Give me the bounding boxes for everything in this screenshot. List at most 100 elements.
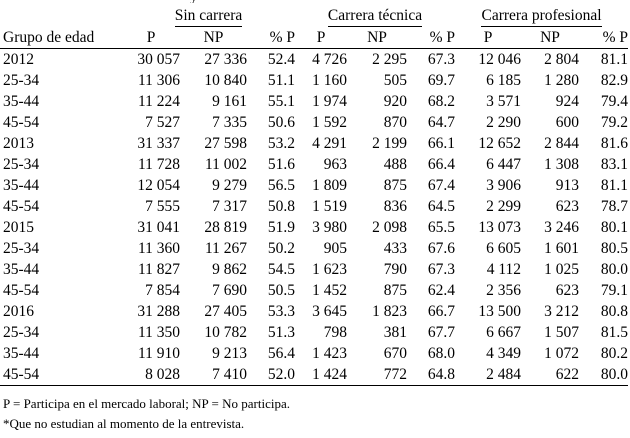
table-cell: 1 072 (544, 345, 580, 362)
table-cell: 11 910 (137, 345, 180, 362)
table-cell: 2 804 (544, 51, 580, 68)
table-cell: 905 (323, 240, 348, 257)
table-cell: 80.0 (579, 364, 629, 386)
table-cell: 7 335 (212, 114, 247, 131)
table-cell: 62.4 (427, 282, 456, 299)
table-cell: 2 356 (486, 282, 522, 299)
group-carrera-profesional: Carrera profesional (455, 5, 628, 27)
table-cell: 65.5 (427, 219, 456, 236)
table-cell: 3 212 (544, 303, 580, 320)
table-cell: 9 862 (212, 261, 247, 278)
table-cell: 4 112 (486, 261, 522, 278)
row-label: 2012 (3, 51, 34, 68)
table-cell: 670 (383, 345, 408, 362)
table-cell: 67.3 (427, 261, 456, 278)
table-cell: 31 041 (137, 219, 180, 236)
table-notes: P = Participa en el mercado laboral; NP … (3, 394, 290, 434)
table-cell: 9 161 (212, 93, 247, 110)
table-cell: 1 423 (312, 345, 348, 362)
table-cell: 13 073 (478, 219, 522, 236)
table-cell: 836 (383, 198, 408, 215)
table-cell: 4 349 (486, 345, 522, 362)
table-cell: 6 185 (486, 72, 522, 89)
table-cell: 66.7 (427, 303, 456, 320)
table-cell: 68.2 (427, 93, 456, 110)
table-cell: 600 (555, 114, 580, 131)
table-cell: 920 (383, 93, 408, 110)
table-cell: 790 (383, 261, 408, 278)
table-row: 25-34 11 350 10 782 51.3 798 381 67.7 6 667 1 50… (0, 322, 628, 343)
row-label: 2013 (3, 135, 34, 152)
table-cell: 50.8 (267, 198, 296, 215)
header-np: NP (521, 27, 580, 49)
table-cell: 79.1 (600, 282, 629, 299)
header-p: P (295, 27, 348, 49)
note-footnote: *Que no estudian al momento de la entrev… (3, 416, 245, 431)
table-cell: 79.2 (600, 114, 629, 131)
table-cell: 772 (347, 364, 408, 386)
table-cell: 913 (555, 177, 580, 194)
table-cell: 31 288 (137, 303, 180, 320)
table-cell: 6 667 (486, 324, 522, 341)
table-cell: 51.1 (267, 72, 296, 89)
table-cell: 2 484 (455, 364, 522, 386)
table-cell: 53.3 (267, 303, 296, 320)
row-label: 2016 (3, 303, 34, 320)
table-cell: 11 827 (137, 261, 180, 278)
table-cell: 7 410 (180, 364, 247, 386)
table-cell: 9 279 (212, 177, 247, 194)
table-row: 35-44 11 827 9 862 54.5 1 623 790 67.3 4 112 1 0… (0, 259, 628, 280)
table-cell: 50.6 (267, 114, 296, 131)
row-label: 35-44 (3, 261, 40, 278)
table-cell: 67.6 (427, 240, 456, 257)
group-header-row: Sin carrera Carrera técnica Carrera prof… (0, 5, 628, 27)
row-label: 2015 (3, 219, 34, 236)
header-pct-p: % P (247, 27, 296, 49)
table-cell: 875 (383, 282, 408, 299)
header-pct-p: % P (579, 27, 629, 49)
table-cell: 81.1 (600, 51, 629, 68)
table-row: 45-54 8 028 7 410 52.0 1 424 772 64.8 2 484 622 8… (0, 364, 629, 386)
row-label: 25-34 (3, 156, 40, 173)
table-cell: 80.5 (600, 240, 629, 257)
table-cell: 623 (555, 198, 580, 215)
table-cell: 11 002 (204, 156, 247, 173)
header-np: NP (347, 27, 408, 49)
table-cell: 1 025 (544, 261, 580, 278)
table-cell: 1 507 (544, 324, 580, 341)
table-cell: 11 360 (137, 240, 180, 257)
table-cell: 67.3 (427, 51, 456, 68)
table-cell: 55.1 (267, 93, 296, 110)
table-cell: 10 840 (204, 72, 247, 89)
table-cell: 51.9 (267, 219, 296, 236)
table-cell: 27 598 (204, 135, 247, 152)
note-legend: P = Participa en el mercado laboral; NP … (3, 396, 290, 411)
table-row: 25-34 11 728 11 002 51.6 963 488 66.4 6 447 1 30… (0, 154, 628, 175)
row-label: 35-44 (3, 177, 40, 194)
header-grupo-de-edad: Grupo de edad (0, 27, 122, 49)
table-cell: 50.5 (267, 282, 296, 299)
table-cell: 81.6 (600, 135, 629, 152)
table-cell: 1 601 (544, 240, 580, 257)
table-cell: 11 267 (204, 240, 247, 257)
table-cell: 82.9 (600, 72, 629, 89)
table-cell: 52.0 (247, 364, 296, 386)
row-label: 25-34 (3, 240, 40, 257)
table-row: 2012 30 057 27 336 52.4 4 726 2 295 67.3 12 046… (0, 49, 628, 71)
table-row: 35-44 11 224 9 161 55.1 1 974 920 68.2 3 571 924… (0, 91, 628, 112)
table-cell: 2 290 (486, 114, 522, 131)
table-cell: 7 555 (145, 198, 180, 215)
table-cell: 381 (383, 324, 408, 341)
row-label: 45-54 (3, 282, 40, 299)
table-cell: 3 980 (312, 219, 348, 236)
table-cell: 12 652 (478, 135, 522, 152)
table-row: 2016 31 288 27 405 53.3 3 645 1 823 66.7 13 500… (0, 301, 628, 322)
row-label: 35-44 (3, 345, 40, 362)
table-cell: 66.1 (427, 135, 456, 152)
clipped-caption: y (190, 0, 310, 3)
table-row: 25-34 11 306 10 840 51.1 1 160 505 69.7 6 185 1 … (0, 70, 628, 91)
table-cell: 1 519 (312, 198, 348, 215)
row-label: 25-34 (3, 324, 40, 341)
table-cell: 1 160 (312, 72, 348, 89)
table-cell: 1 280 (544, 72, 580, 89)
